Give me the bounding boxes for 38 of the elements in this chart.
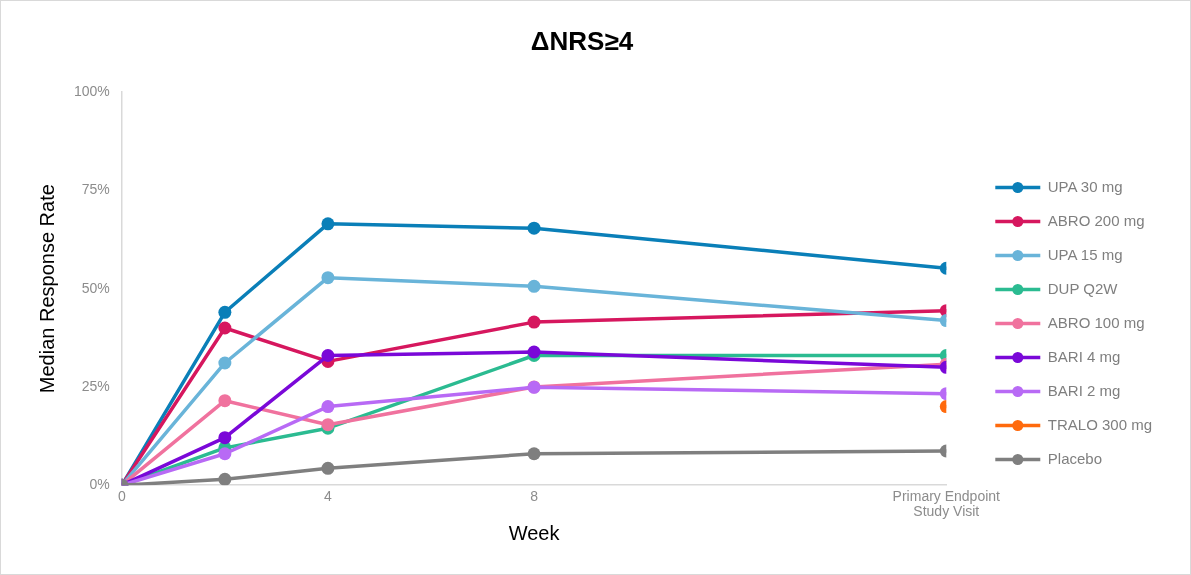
point <box>321 461 335 475</box>
y-tick-label: 75% <box>81 181 110 198</box>
y-tick-label: 0% <box>89 476 110 493</box>
y-axis-title: Median Response Rate <box>35 184 58 394</box>
point <box>527 279 541 293</box>
y-tick-label: 100% <box>73 83 110 100</box>
legend-label: ABRO 200 mg <box>1047 211 1145 229</box>
point <box>218 394 232 408</box>
legend-label: ABRO 100 mg <box>1047 313 1145 331</box>
x-tick-label: 0 <box>117 487 126 504</box>
x-tick-label: 8 <box>530 487 539 504</box>
point <box>218 447 232 461</box>
point <box>218 431 232 445</box>
y-tick-label: 50% <box>81 279 110 296</box>
chart-title: ΔNRS≥4 <box>530 25 634 56</box>
legend-label: UPA 30 mg <box>1047 177 1123 195</box>
x-axis-title: Week <box>508 521 561 544</box>
point <box>218 356 232 370</box>
point <box>321 349 335 363</box>
point <box>321 217 335 231</box>
legend-label: Placebo <box>1047 449 1103 467</box>
point <box>527 345 541 359</box>
legend-label: DUP Q2W <box>1047 279 1119 297</box>
point <box>321 400 335 414</box>
x-tick-label: Primary Endpoint Study Visit <box>892 487 1001 520</box>
y-tick-label: 25% <box>81 377 110 394</box>
legend-label: TRALO 300 mg <box>1047 415 1153 433</box>
point <box>527 447 541 461</box>
legend-label: UPA 15 mg <box>1047 245 1123 263</box>
point <box>527 221 541 235</box>
legend-label: BARI 2 mg <box>1047 381 1121 399</box>
point <box>321 271 335 285</box>
point <box>218 472 232 486</box>
x-tick-label: 4 <box>324 487 333 504</box>
point <box>527 315 541 329</box>
point <box>218 321 232 335</box>
point <box>218 305 232 319</box>
legend-label: BARI 4 mg <box>1047 347 1121 365</box>
